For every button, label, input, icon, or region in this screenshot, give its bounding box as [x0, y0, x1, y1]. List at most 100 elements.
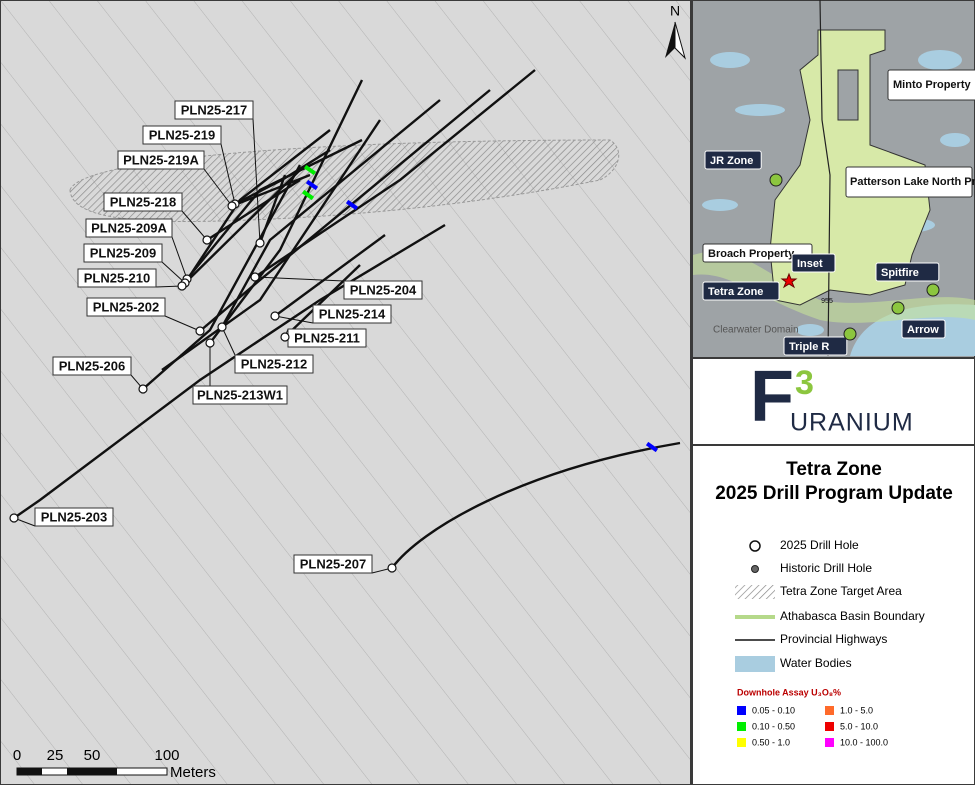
legend-icon [751, 565, 759, 573]
legend-label: 2025 Drill Hole [780, 538, 859, 552]
assay-interval [301, 189, 315, 201]
deposit-marker [891, 301, 905, 315]
drill-hole-label: PLN25-217 [181, 102, 247, 117]
legend-label: Historic Drill Hole [780, 561, 872, 575]
drill-hole-label: PLN25-203 [41, 509, 107, 524]
drill-hole-label: PLN25-218 [110, 194, 176, 209]
assay-label: 10.0 - 100.0 [840, 737, 888, 747]
drill-hole-label: PLN25-210 [84, 270, 150, 285]
drill-trace [209, 79, 364, 344]
assay-swatch [825, 706, 834, 715]
collar [227, 201, 237, 211]
drill-hole-label: PLN25-207 [300, 556, 366, 571]
inset-label-box [783, 336, 848, 356]
deposit-marker [926, 283, 940, 297]
collar [255, 238, 265, 248]
leader-line [274, 315, 314, 324]
collar [138, 384, 148, 394]
inset-label: Tetra Zone [708, 286, 763, 298]
legend-icon [735, 585, 775, 599]
north-label: N [670, 3, 680, 19]
property-gap [837, 69, 859, 121]
logo-word: URANIUM [790, 409, 914, 437]
legend-label: Water Bodies [780, 656, 852, 670]
inset-label: Inset [797, 258, 823, 270]
drill-trace [284, 264, 361, 338]
legend-label: Athabasca Basin Boundary [780, 609, 925, 623]
drill-hole-label: PLN25-209A [91, 220, 167, 235]
scale-bar [16, 767, 168, 776]
assay-interval [645, 441, 659, 453]
leader-line [220, 143, 236, 205]
drill-hole-label: PLN25-214 [319, 306, 386, 321]
inset-label: Clearwater Domain [713, 325, 799, 336]
title-line: Tetra Zone [786, 459, 882, 480]
assay-label: 0.05 - 0.10 [752, 705, 795, 715]
assay-swatch [737, 738, 746, 747]
inset-label-box [791, 253, 836, 273]
collar [205, 338, 215, 348]
logo-superscript: 3 [795, 364, 814, 402]
drill-trace [142, 164, 302, 390]
drill-trace [199, 89, 491, 332]
tetra-star [780, 272, 798, 289]
label-box [86, 297, 166, 317]
drill-hole-label: PLN25-219A [123, 152, 199, 167]
label-box [103, 192, 183, 212]
label-box [52, 356, 132, 376]
leader-line [221, 326, 236, 356]
scale-unit: Meters [170, 764, 216, 781]
inset-label-box [901, 319, 946, 339]
scale-tick-label: 100 [154, 747, 179, 764]
collar [250, 272, 260, 282]
inset-label: Arrow [907, 324, 939, 336]
leader-line [161, 261, 186, 284]
inset-label-box [704, 150, 762, 170]
leader-line [252, 118, 261, 244]
assay-label: 1.0 - 5.0 [840, 705, 873, 715]
collar [177, 281, 187, 291]
drill-trace [161, 119, 381, 371]
drill-traces [13, 69, 681, 569]
inset-label: JR Zone [710, 155, 753, 167]
collar [202, 235, 212, 245]
drill-hole-label: PLN25-202 [93, 299, 159, 314]
drill-trace [274, 234, 386, 317]
north-arrow: N [665, 3, 686, 60]
inset-label: Triple R [789, 341, 829, 353]
label-box [343, 280, 423, 300]
deposit-marker [843, 327, 857, 341]
inset-label: Spitfire [881, 267, 919, 279]
legend-icon [749, 540, 761, 552]
drill-hole-label: PLN25-209 [90, 245, 156, 260]
drill-hole-label: PLN25-206 [59, 358, 125, 373]
assay-label: 0.50 - 1.0 [752, 737, 790, 747]
target-area [69, 139, 620, 222]
drill-hole-label: PLN25-204 [350, 282, 417, 297]
collar [280, 332, 290, 342]
leader-line [171, 236, 188, 280]
highway-shield: 955 [821, 298, 833, 305]
drill-trace [391, 441, 681, 569]
grid-lines [1, 1, 690, 784]
label-box [312, 304, 392, 324]
assay-swatch [737, 722, 746, 731]
label-box [192, 385, 288, 405]
label-box [34, 507, 114, 527]
legend-label: Provincial Highways [780, 632, 887, 646]
label-box [234, 354, 314, 374]
label-box [83, 243, 163, 263]
leader-line [203, 168, 233, 207]
drill-hole-label: PLN25-211 [294, 330, 360, 345]
drill-trace [183, 129, 331, 284]
inset-label-box [887, 69, 975, 101]
label-box [174, 100, 254, 120]
scale-tick-label: 0 [13, 747, 21, 764]
drill-trace [258, 174, 287, 244]
assay-interval [303, 164, 317, 176]
assay-swatch [737, 706, 746, 715]
scale-tick-label: 50 [84, 747, 101, 764]
assay-interval [345, 199, 359, 211]
collar [195, 326, 205, 336]
legend-icon [735, 656, 775, 672]
